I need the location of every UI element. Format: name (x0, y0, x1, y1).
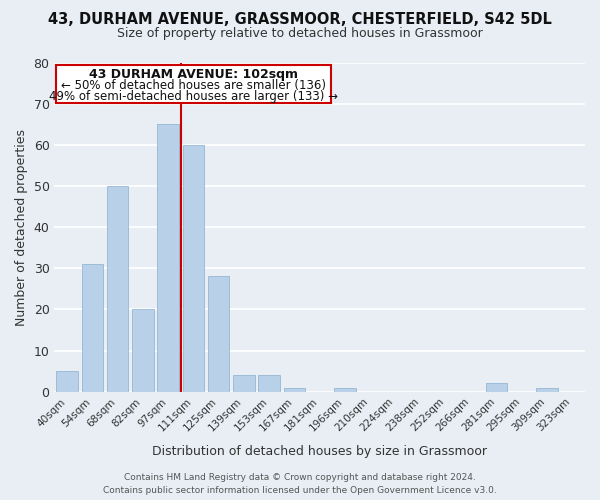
Text: 43 DURHAM AVENUE: 102sqm: 43 DURHAM AVENUE: 102sqm (89, 68, 298, 82)
Text: Contains HM Land Registry data © Crown copyright and database right 2024.
Contai: Contains HM Land Registry data © Crown c… (103, 473, 497, 495)
Bar (182, 145, 204, 392)
Bar (259, 375, 280, 392)
Y-axis label: Number of detached properties: Number of detached properties (15, 128, 28, 326)
Bar (107, 186, 128, 392)
X-axis label: Distribution of detached houses by size in Grassmoor: Distribution of detached houses by size … (152, 444, 487, 458)
Bar (486, 384, 508, 392)
Bar (536, 388, 558, 392)
Bar (132, 310, 154, 392)
Bar (56, 371, 78, 392)
Text: 43, DURHAM AVENUE, GRASSMOOR, CHESTERFIELD, S42 5DL: 43, DURHAM AVENUE, GRASSMOOR, CHESTERFIE… (48, 12, 552, 28)
Text: 49% of semi-detached houses are larger (133) →: 49% of semi-detached houses are larger (… (49, 90, 338, 104)
Text: ← 50% of detached houses are smaller (136): ← 50% of detached houses are smaller (13… (61, 80, 326, 92)
Bar (82, 264, 103, 392)
Bar (157, 124, 179, 392)
Text: Size of property relative to detached houses in Grassmoor: Size of property relative to detached ho… (117, 28, 483, 40)
Bar (284, 388, 305, 392)
Bar (334, 388, 356, 392)
Bar (233, 375, 254, 392)
FancyBboxPatch shape (56, 65, 331, 103)
Bar (208, 276, 229, 392)
